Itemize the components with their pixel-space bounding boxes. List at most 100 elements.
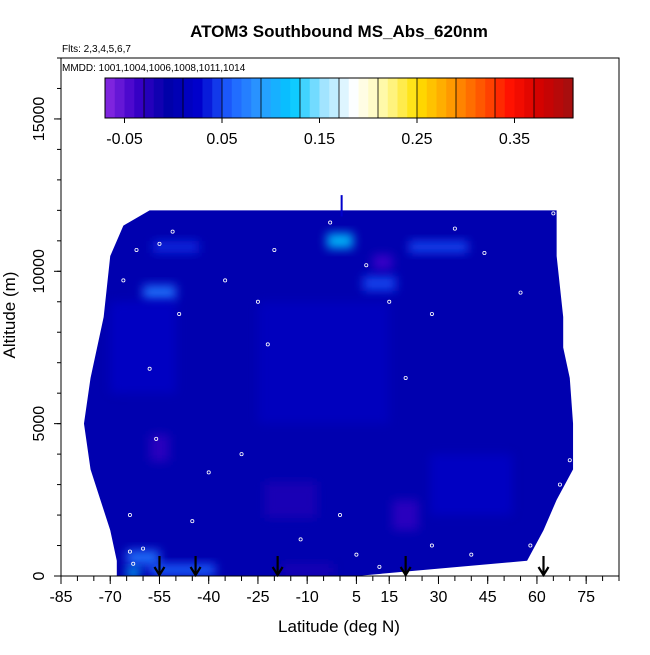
sample-point <box>557 482 562 487</box>
sample-point <box>127 513 132 518</box>
heat-cell <box>126 568 140 576</box>
sample-point <box>255 299 260 304</box>
colorbar-swatch <box>222 78 233 118</box>
colorbar-swatch <box>163 78 174 118</box>
flight-arrow-head <box>271 566 284 578</box>
x-tick-label: 60 <box>528 589 546 606</box>
sample-point <box>127 549 132 554</box>
colorbar-swatch <box>446 78 457 118</box>
x-tick-label: -70 <box>99 589 122 606</box>
chart-title: ATOM3 Southbound MS_Abs_620nm <box>190 22 488 41</box>
sample-point <box>121 278 126 283</box>
colorbar-swatch <box>358 78 369 118</box>
heat-cell <box>149 434 170 462</box>
sample-point <box>429 543 434 548</box>
heat-cell <box>143 285 176 301</box>
colorbar-tick-label: 0.25 <box>401 131 432 148</box>
y-tick-label: 10000 <box>31 249 48 294</box>
colorbar-swatch <box>251 78 262 118</box>
colorbar-swatch <box>417 78 428 118</box>
sample-point <box>452 226 457 231</box>
x-tick-label: 45 <box>479 589 497 606</box>
colorbar-swatch <box>114 78 126 118</box>
colorbar-swatch <box>495 78 506 118</box>
y-tick-label: 0 <box>31 571 48 580</box>
colorbar-swatch <box>426 78 438 118</box>
sample-point <box>239 452 244 457</box>
heat-cell <box>110 301 176 394</box>
heat-cell <box>326 233 354 249</box>
sample-point <box>337 513 342 518</box>
colorbar-swatch <box>270 78 282 118</box>
y-tick-label: 5000 <box>31 406 48 442</box>
colorbar-swatch <box>524 78 535 118</box>
x-tick-label: -55 <box>148 589 171 606</box>
colorbar-swatch <box>465 78 477 118</box>
colorbar-swatch <box>173 78 184 118</box>
dates-label: MMDD: 1001,1004,1006,1008,1011,1014 <box>62 63 246 74</box>
colorbar-swatch <box>134 78 145 118</box>
sample-point <box>377 564 382 569</box>
colorbar: -0.05 0.05 0.15 0.25 0.35 <box>104 77 574 148</box>
flights-label: Flts: 2,3,4,5,6,7 <box>62 44 131 55</box>
colorbar-swatch <box>241 78 252 118</box>
heat-cell <box>372 254 393 270</box>
colorbar-swatch <box>192 78 204 118</box>
colorbar-swatch <box>105 78 116 118</box>
colorbar-swatch <box>436 78 447 118</box>
sample-point <box>154 436 159 441</box>
x-tick-label: -10 <box>296 589 319 606</box>
y-axis-label: Altitude (m) <box>0 272 19 359</box>
colorbar-swatch <box>153 78 165 118</box>
heat-cell <box>126 550 160 566</box>
sample-point <box>272 247 277 252</box>
x-tick-label: -40 <box>197 589 220 606</box>
heat-cell <box>408 240 469 254</box>
aircraft-column <box>340 195 343 217</box>
colorbar-tick-label: 0.35 <box>499 131 530 148</box>
sample-point <box>298 537 303 542</box>
sample-point <box>518 290 523 295</box>
colorbar-swatch <box>543 78 555 118</box>
colorbar-swatch <box>504 78 516 118</box>
sample-point <box>328 220 333 225</box>
colorbar-swatch <box>202 78 213 118</box>
heat-cell <box>257 301 390 424</box>
sample-point <box>134 247 139 252</box>
sample-point <box>141 546 146 551</box>
sample-point <box>206 470 211 475</box>
colorbar-swatch <box>378 78 389 118</box>
colorbar-swatch <box>456 78 467 118</box>
x-tick-label: -85 <box>49 589 72 606</box>
colorbar-swatch <box>329 78 340 118</box>
heat-cell <box>362 275 396 292</box>
sample-point <box>177 311 182 316</box>
colorbar-swatch <box>124 78 135 118</box>
sample-point <box>223 278 228 283</box>
heat-cell <box>392 499 419 531</box>
colorbar-swatch <box>290 78 301 118</box>
sample-point <box>354 552 359 557</box>
colorbar-tick-label: 0.05 <box>206 131 237 148</box>
sample-point <box>131 561 136 566</box>
sample-point <box>190 519 195 524</box>
colorbar-swatch <box>397 78 408 118</box>
sample-point <box>528 543 533 548</box>
colorbar-swatch <box>319 78 330 118</box>
colorbar-swatch <box>231 78 243 118</box>
colorbar-swatch <box>212 78 223 118</box>
x-tick-label: 15 <box>380 589 398 606</box>
colorbar-swatch <box>387 78 399 118</box>
sample-point <box>429 311 434 316</box>
colorbar-tick-label: 0.15 <box>304 131 335 148</box>
colorbar-swatch <box>348 78 360 118</box>
sample-point <box>364 263 369 268</box>
sample-point <box>567 458 572 463</box>
flight-arrow-head <box>399 566 412 578</box>
sample-point <box>551 211 556 216</box>
sample-point <box>147 366 152 371</box>
colorbar-swatch <box>300 78 311 118</box>
colorbar-swatch <box>407 78 418 118</box>
